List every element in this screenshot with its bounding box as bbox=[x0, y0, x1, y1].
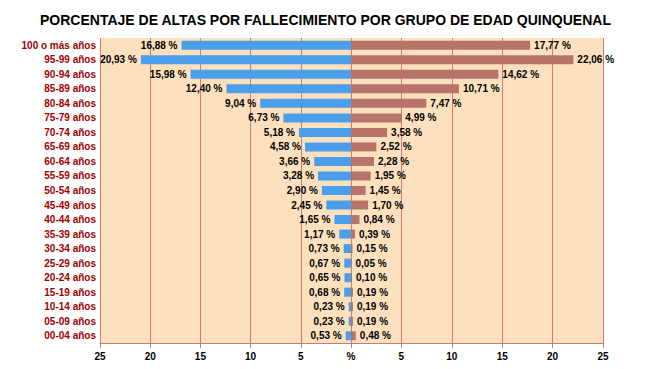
svg-text:0,23 %: 0,23 % bbox=[314, 316, 345, 327]
svg-text:%: % bbox=[347, 351, 356, 362]
svg-text:7,47 %: 7,47 % bbox=[430, 98, 461, 109]
svg-text:16,88 %: 16,88 % bbox=[141, 40, 178, 51]
svg-text:95-99 años: 95-99 años bbox=[44, 54, 96, 65]
svg-text:2,52 %: 2,52 % bbox=[380, 141, 411, 152]
svg-text:55-59 años: 55-59 años bbox=[44, 170, 96, 181]
svg-text:4,99 %: 4,99 % bbox=[405, 112, 436, 123]
svg-text:0,48 %: 0,48 % bbox=[360, 330, 391, 341]
svg-text:80-84 años: 80-84 años bbox=[44, 98, 96, 109]
svg-text:5,18 %: 5,18 % bbox=[264, 127, 295, 138]
svg-text:4,58 %: 4,58 % bbox=[270, 141, 301, 152]
svg-text:45-49 años: 45-49 años bbox=[44, 200, 96, 211]
svg-text:5: 5 bbox=[298, 351, 304, 362]
svg-text:10: 10 bbox=[446, 351, 458, 362]
svg-text:15,98 %: 15,98 % bbox=[150, 69, 187, 80]
svg-text:5: 5 bbox=[399, 351, 405, 362]
svg-text:PORCENTAJE DE ALTAS POR FALLEC: PORCENTAJE DE ALTAS POR FALLECIMIENTO PO… bbox=[40, 12, 611, 28]
svg-text:25-29 años: 25-29 años bbox=[44, 258, 96, 269]
svg-text:90-94 años: 90-94 años bbox=[44, 69, 96, 80]
svg-text:50-54 años: 50-54 años bbox=[44, 185, 96, 196]
svg-text:9,04 %: 9,04 % bbox=[225, 98, 256, 109]
svg-text:0,84 %: 0,84 % bbox=[363, 214, 394, 225]
svg-text:05-09 años: 05-09 años bbox=[44, 316, 96, 327]
svg-text:0,73 %: 0,73 % bbox=[309, 243, 340, 254]
svg-text:0,23 %: 0,23 % bbox=[314, 301, 345, 312]
svg-text:10,71 %: 10,71 % bbox=[463, 83, 500, 94]
svg-text:0,19 %: 0,19 % bbox=[357, 287, 388, 298]
svg-text:85-89 años: 85-89 años bbox=[44, 83, 96, 94]
svg-text:0,15 %: 0,15 % bbox=[357, 243, 388, 254]
svg-text:3,66 %: 3,66 % bbox=[279, 156, 310, 167]
svg-text:0,68 %: 0,68 % bbox=[309, 287, 340, 298]
svg-text:1,45 %: 1,45 % bbox=[370, 185, 401, 196]
svg-text:20: 20 bbox=[547, 351, 559, 362]
svg-text:20: 20 bbox=[145, 351, 157, 362]
svg-text:2,90 %: 2,90 % bbox=[287, 185, 318, 196]
svg-text:75-79 años: 75-79 años bbox=[44, 112, 96, 123]
svg-text:0,39 %: 0,39 % bbox=[359, 229, 390, 240]
svg-text:12,40 %: 12,40 % bbox=[186, 83, 223, 94]
svg-text:1,70 %: 1,70 % bbox=[372, 200, 403, 211]
svg-text:30-34 años: 30-34 años bbox=[44, 243, 96, 254]
svg-text:100 o más años: 100 o más años bbox=[22, 40, 97, 51]
svg-text:20-24 años: 20-24 años bbox=[44, 272, 96, 283]
svg-text:20,93 %: 20,93 % bbox=[100, 54, 137, 65]
svg-text:15-19 años: 15-19 años bbox=[44, 287, 96, 298]
svg-text:0,65 %: 0,65 % bbox=[309, 272, 340, 283]
svg-text:2,28 %: 2,28 % bbox=[378, 156, 409, 167]
svg-text:17,77 %: 17,77 % bbox=[534, 40, 571, 51]
svg-text:65-69 años: 65-69 años bbox=[44, 141, 96, 152]
svg-text:1,17 %: 1,17 % bbox=[304, 229, 335, 240]
svg-text:15: 15 bbox=[497, 351, 509, 362]
svg-text:0,53 %: 0,53 % bbox=[311, 330, 342, 341]
svg-text:3,28 %: 3,28 % bbox=[283, 170, 314, 181]
svg-text:0,10 %: 0,10 % bbox=[356, 272, 387, 283]
svg-text:60-64 años: 60-64 años bbox=[44, 156, 96, 167]
svg-text:14,62 %: 14,62 % bbox=[502, 69, 539, 80]
svg-text:2,45 %: 2,45 % bbox=[291, 200, 322, 211]
svg-text:0,05 %: 0,05 % bbox=[356, 258, 387, 269]
svg-text:0,19 %: 0,19 % bbox=[357, 316, 388, 327]
svg-text:40-44 años: 40-44 años bbox=[44, 214, 96, 225]
svg-text:0,67 %: 0,67 % bbox=[309, 258, 340, 269]
svg-text:35-39 años: 35-39 años bbox=[44, 229, 96, 240]
svg-text:0,19 %: 0,19 % bbox=[357, 301, 388, 312]
svg-text:00-04 años: 00-04 años bbox=[44, 330, 96, 341]
svg-text:25: 25 bbox=[597, 351, 609, 362]
svg-text:1,65 %: 1,65 % bbox=[299, 214, 330, 225]
svg-text:25: 25 bbox=[94, 351, 106, 362]
svg-text:6,73 %: 6,73 % bbox=[248, 112, 279, 123]
svg-text:70-74 años: 70-74 años bbox=[44, 127, 96, 138]
svg-text:10: 10 bbox=[245, 351, 257, 362]
svg-text:15: 15 bbox=[195, 351, 207, 362]
svg-text:1,95 %: 1,95 % bbox=[375, 170, 406, 181]
svg-text:3,58 %: 3,58 % bbox=[391, 127, 422, 138]
svg-text:22,06 %: 22,06 % bbox=[577, 54, 614, 65]
svg-text:10-14 años: 10-14 años bbox=[44, 301, 96, 312]
